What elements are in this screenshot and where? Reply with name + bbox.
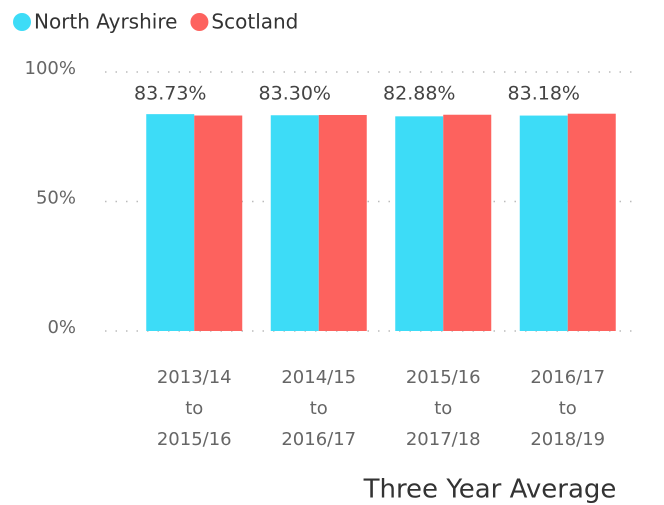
bar [395, 116, 444, 332]
x-tick-label: 2016/17 to 2018/19 [530, 367, 605, 450]
x-tick-label: 2015/16 to 2017/18 [406, 367, 481, 450]
bar [194, 115, 243, 332]
x-tick-label: 2014/15 to 2016/17 [281, 367, 356, 450]
bar [443, 114, 492, 331]
y-tick-label: 50% [36, 188, 76, 209]
legend-label: North Ayrshire [34, 10, 177, 34]
data-label: 83.18% [508, 83, 580, 105]
data-label: 83.30% [259, 83, 331, 105]
x-tick-label: 2013/14 to 2015/16 [157, 367, 232, 450]
legend-swatch [13, 13, 31, 31]
x-axis-title: Three Year Average [363, 475, 617, 505]
data-label: 82.88% [383, 83, 455, 105]
legend-swatch [190, 13, 209, 31]
bar [567, 113, 616, 331]
bar [318, 114, 367, 331]
y-tick-label: 100% [25, 58, 76, 79]
data-label: 83.73% [134, 83, 206, 105]
bar [270, 115, 319, 332]
bar [146, 114, 195, 331]
bar [519, 115, 568, 331]
y-tick-label: 0% [47, 317, 76, 338]
legend-label: Scotland [211, 10, 298, 34]
